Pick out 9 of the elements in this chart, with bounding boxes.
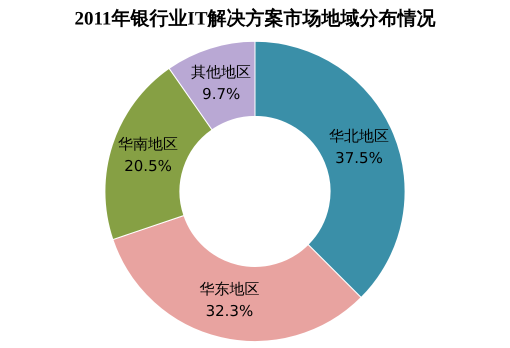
- chart-title: 2011年银行业IT解决方案市场地域分布情况: [74, 7, 437, 30]
- data-label: 32.3%: [206, 302, 254, 320]
- slice-label: 其他地区: [191, 62, 252, 81]
- slice-label: 华东地区: [199, 280, 260, 298]
- data-label: 9.7%: [202, 84, 240, 103]
- data-label: 37.5%: [335, 149, 383, 168]
- slice-label: 华北地区: [329, 127, 390, 146]
- slice-label: 华南地区: [118, 135, 178, 154]
- data-label: 20.5%: [124, 157, 172, 176]
